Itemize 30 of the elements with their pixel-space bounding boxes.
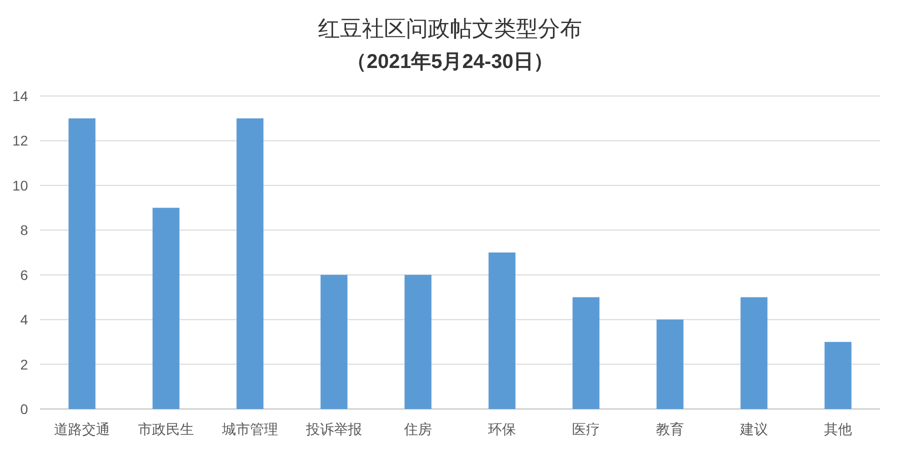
bar [152, 208, 180, 409]
bar [236, 118, 264, 409]
x-tick-label: 住房 [403, 421, 432, 437]
chart-title: 红豆社区问政帖文类型分布 [318, 16, 582, 41]
y-tick-label: 8 [20, 222, 28, 238]
x-tick-label: 其他 [824, 421, 852, 437]
x-tick-label: 市政民生 [138, 421, 194, 437]
bar [824, 342, 852, 409]
x-tick-label: 道路交通 [54, 421, 110, 437]
x-tick-label: 医疗 [572, 421, 600, 437]
y-tick-label: 10 [12, 177, 28, 194]
y-tick-label: 14 [12, 88, 28, 104]
x-tick-label: 教育 [656, 421, 684, 437]
y-tick-label: 4 [20, 312, 28, 328]
y-tick-label: 12 [12, 132, 28, 149]
bar [320, 274, 348, 409]
bar [656, 320, 684, 409]
chart-subtitle: （2021年5月24-30日） [346, 51, 554, 73]
y-tick-label: 2 [20, 356, 28, 372]
x-tick-label: 环保 [488, 421, 516, 437]
x-tick-label: 投诉举报 [305, 421, 362, 437]
bar [404, 274, 432, 409]
y-tick-label: 6 [20, 266, 28, 283]
y-tick-label: 0 [20, 401, 28, 417]
bar [488, 252, 516, 409]
x-tick-label: 城市管理 [221, 421, 278, 437]
bar [68, 118, 96, 409]
bar [740, 297, 768, 409]
bar [572, 297, 600, 409]
x-tick-label: 建议 [739, 421, 768, 437]
